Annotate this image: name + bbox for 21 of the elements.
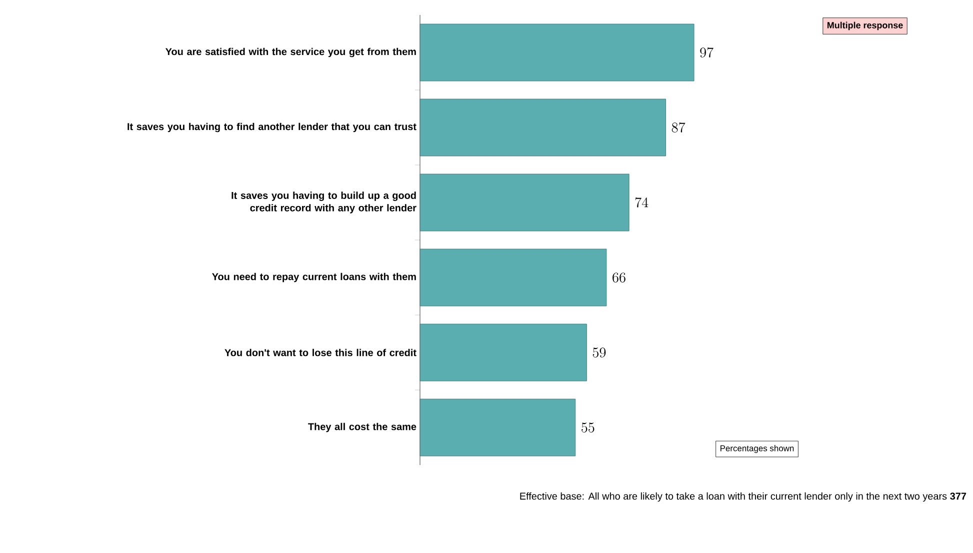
data-label: 97 <box>700 47 714 58</box>
y-tick-label: They all cost the same <box>308 422 416 432</box>
y-tick-label: You don't want to lose this line of credit <box>224 348 416 356</box>
text: Effective base: All who are likely to take a loan with their current lender only in the next two years 377 <box>520 492 966 502</box>
data-label: 59 <box>592 348 606 358</box>
text: Percentages shown <box>720 445 794 453</box>
y-tick-label: You need to repay current loans with them <box>212 272 416 282</box>
y-tick-label: You are satisfied with the service you get from them <box>166 48 416 58</box>
bar <box>420 24 694 82</box>
y-tick-label: It saves you having to find another lender that you can trust <box>128 122 416 132</box>
y-tick-label: It saves you having to build up a good credit record with any other lender <box>232 192 416 214</box>
data-label: 74 <box>635 197 648 208</box>
data-label: 66 <box>612 272 626 282</box>
text: Multiple response <box>827 22 903 30</box>
bar <box>420 174 630 232</box>
bar <box>420 324 587 382</box>
bar <box>420 248 607 306</box>
bar <box>420 398 576 456</box>
data-label: 87 <box>672 122 686 132</box>
bar <box>420 98 666 156</box>
data-label: 55 <box>582 422 594 432</box>
